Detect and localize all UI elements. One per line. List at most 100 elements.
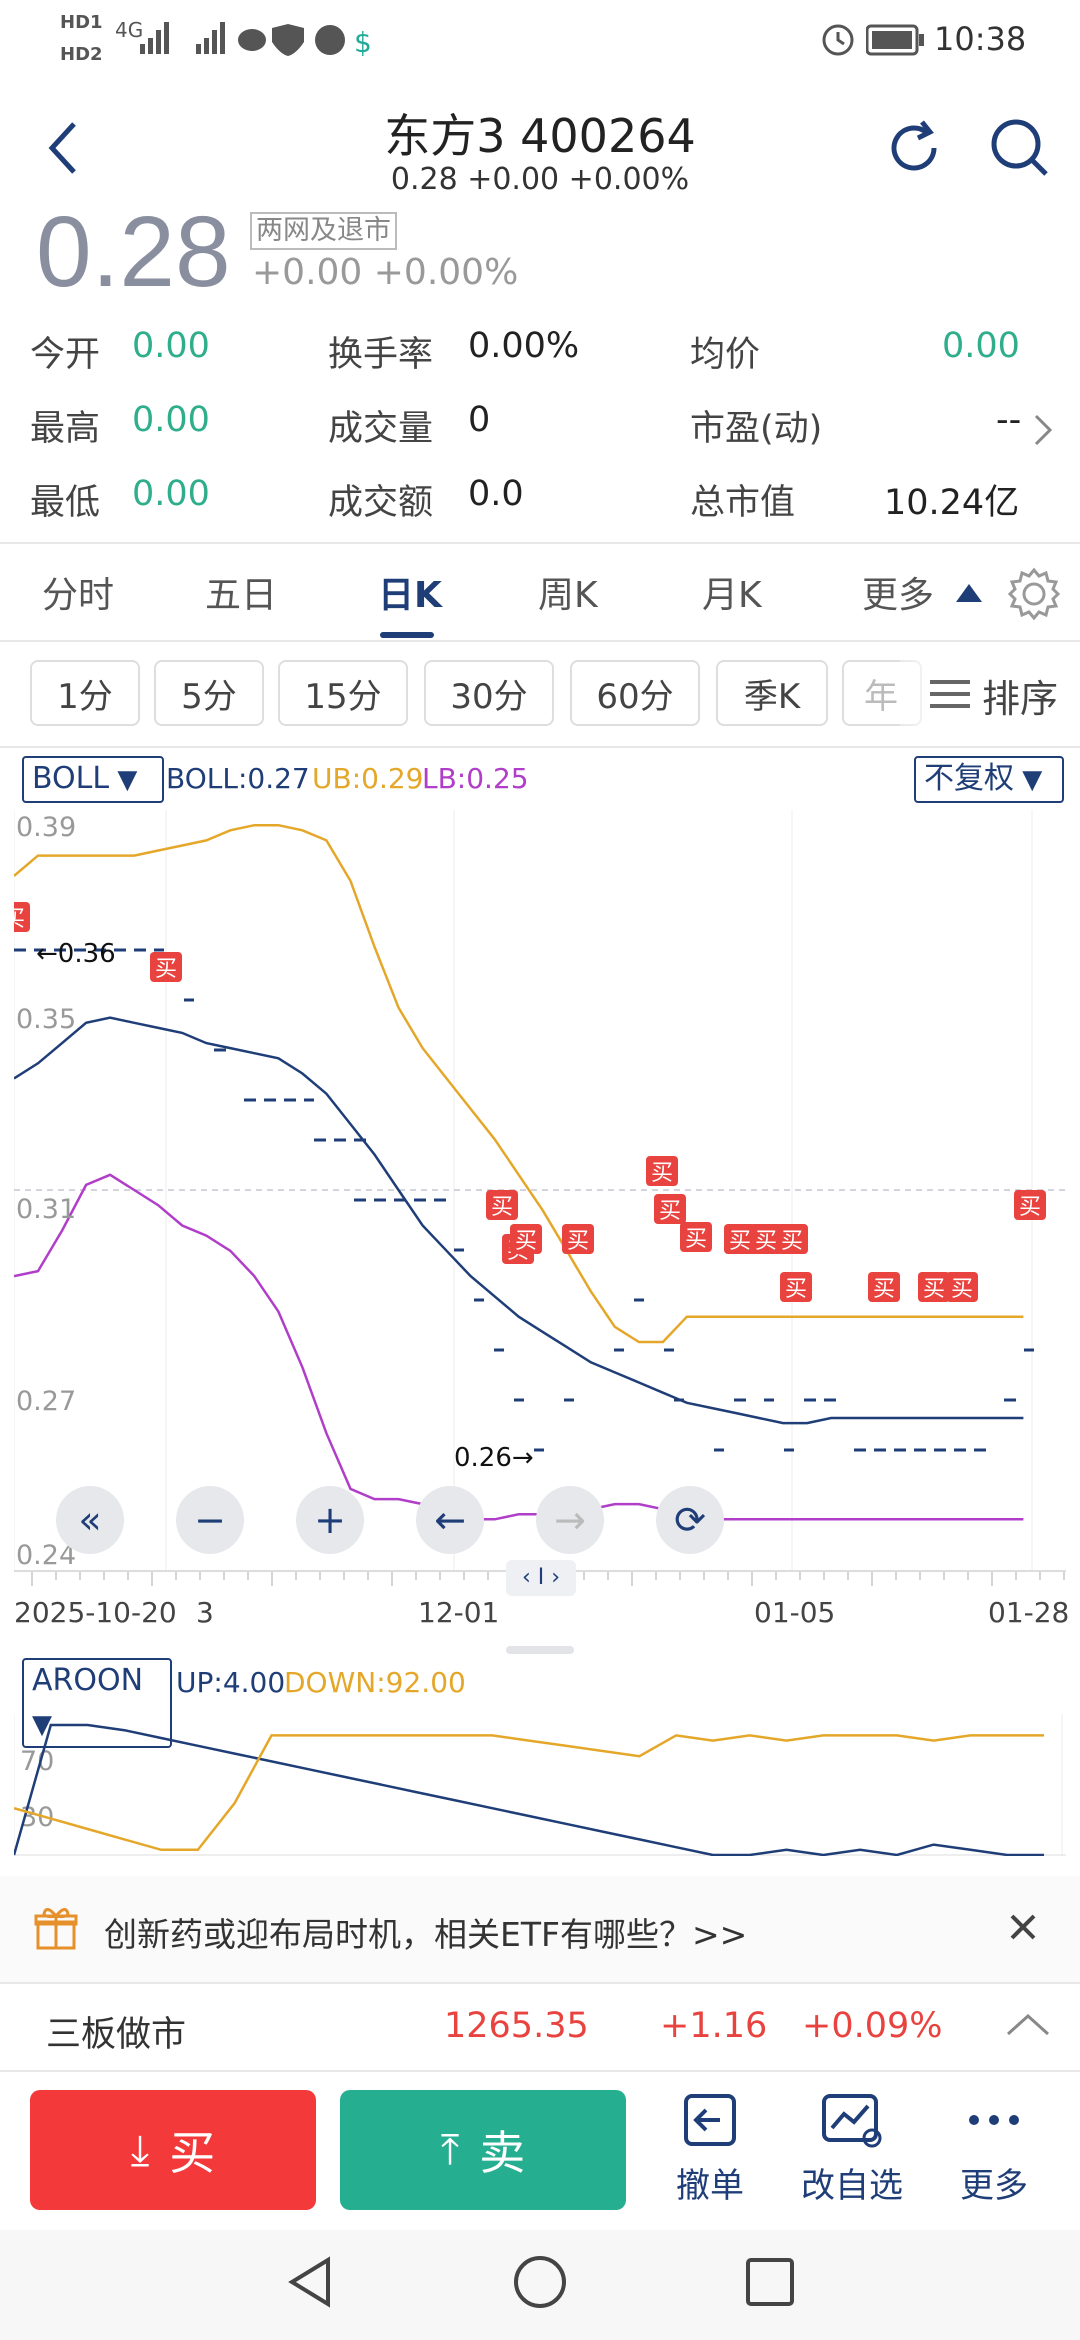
edit-watchlist-button[interactable]: 改自选: [792, 2090, 912, 2207]
buy-marker[interactable]: 买: [14, 902, 30, 932]
stock-subtitle: 0.28 +0.00 +0.00%: [390, 162, 690, 197]
x-label-start: 2025-10-20: [14, 1596, 177, 1629]
scroll-start-button[interactable]: «: [56, 1486, 124, 1554]
search-icon[interactable]: [988, 116, 1052, 180]
y-label-bottom: 0.24: [16, 1540, 77, 1571]
adjust-label: 不复权: [924, 761, 1014, 796]
sell-arrow-icon: ⤒: [440, 2125, 460, 2174]
buy-marker-label: 买: [155, 957, 177, 982]
ub-value: UB:0.29: [312, 762, 424, 795]
index-bar[interactable]: 三板做市 1265.35 +1.16 +0.09%: [0, 1984, 1080, 2070]
kline-panel: BOLL ▼ BOLL:0.27 UB:0.29 LB:0.25 不复权 ▼: [14, 756, 1066, 1866]
menu-icon[interactable]: [928, 676, 972, 712]
buy-label: 买: [169, 2126, 216, 2180]
buy-marker-label: 买: [515, 1229, 537, 1254]
aroon-up-value: UP:4.00: [176, 1666, 286, 1699]
back-icon[interactable]: [44, 118, 84, 178]
stat-avg-value: 0.00: [942, 326, 1020, 366]
stat-avg-label: 均价: [690, 335, 761, 375]
nav-recents-icon[interactable]: [740, 2252, 800, 2312]
buy-marker-label: 买: [491, 1195, 513, 1220]
sell-button[interactable]: ⤒ 卖: [340, 2090, 626, 2210]
status-time: 10:38: [934, 20, 1027, 58]
cancel-order-label: 撤单: [676, 2166, 744, 2206]
refresh-icon[interactable]: [886, 118, 946, 178]
market-tag: 两网及退市: [250, 212, 397, 250]
panel-resize-handle[interactable]: [506, 1646, 574, 1654]
sort-label[interactable]: 排序: [982, 677, 1059, 721]
nav-home-icon[interactable]: [510, 2252, 570, 2312]
buy-marker[interactable]: 买: [486, 1190, 518, 1220]
buy-marker-label: 买: [567, 1229, 589, 1254]
period-15min[interactable]: 15分: [278, 660, 408, 726]
chevron-right-icon[interactable]: [1032, 412, 1056, 448]
tab-monthly-k[interactable]: 月K: [702, 575, 762, 616]
tab-weekly-k[interactable]: 周K: [538, 575, 598, 616]
buy-marker[interactable]: 买: [724, 1224, 756, 1254]
stat-high-label: 最高: [30, 409, 101, 449]
promo-banner[interactable]: 创新药或迎布局时机，相关ETF有哪些？>>: [0, 1876, 1080, 1982]
nav-back-icon[interactable]: [280, 2252, 340, 2312]
divider: [0, 542, 1080, 544]
zoom-in-button[interactable]: +: [296, 1486, 364, 1554]
stat-amount-label: 成交额: [328, 483, 434, 523]
buy-marker-label: 买: [14, 907, 25, 932]
price-change: +0.00 +0.00%: [252, 252, 519, 293]
indicator-selector-boll[interactable]: BOLL ▼: [22, 756, 164, 803]
buy-marker[interactable]: 买: [510, 1224, 542, 1254]
stat-turnover-value: 0.00%: [468, 326, 580, 366]
buy-marker[interactable]: 买: [646, 1156, 678, 1186]
tab-five-day[interactable]: 五日: [205, 575, 278, 616]
tab-more[interactable]: 更多: [862, 575, 935, 616]
pan-handle[interactable]: ‹ I ›: [506, 1560, 576, 1596]
indicator-selector-aroon[interactable]: AROON ▼: [22, 1658, 172, 1748]
adjust-selector[interactable]: 不复权 ▼: [914, 756, 1064, 803]
buy-marker[interactable]: 买: [750, 1224, 782, 1254]
stat-amount-value: 0.0: [468, 474, 524, 514]
period-1min[interactable]: 1分: [30, 660, 140, 726]
x-label-2: 3: [196, 1596, 214, 1629]
period-quarter-k[interactable]: 季K: [716, 660, 828, 726]
period-60min[interactable]: 60分: [570, 660, 700, 726]
chevron-up-icon[interactable]: [1004, 2010, 1052, 2040]
zoom-out-button[interactable]: −: [176, 1486, 244, 1554]
rotate-screen-button[interactable]: ⟳: [656, 1486, 724, 1554]
index-value: 1265.35: [444, 2006, 589, 2046]
buy-marker[interactable]: 买: [868, 1272, 900, 1302]
buy-marker-label: 买: [1019, 1195, 1041, 1220]
stat-pe-value: --: [996, 400, 1022, 440]
buy-marker-label: 买: [729, 1229, 751, 1254]
more-actions-button[interactable]: 更多: [944, 2090, 1044, 2207]
buy-marker[interactable]: 买: [1014, 1190, 1046, 1220]
buy-marker[interactable]: 买: [150, 952, 182, 982]
scroll-right-button[interactable]: →: [536, 1486, 604, 1554]
quote-stats: 今开 0.00 换手率 0.00% 均价 0.00 最高 0.00 成交量 0 …: [0, 320, 1080, 540]
triangle-up-icon[interactable]: [954, 580, 984, 606]
wechat-icon: [238, 29, 266, 51]
aroon-chart: [14, 1714, 1066, 1856]
scroll-left-button[interactable]: ←: [416, 1486, 484, 1554]
gear-icon[interactable]: [1006, 566, 1062, 622]
sell-label: 卖: [479, 2126, 526, 2180]
alarm-icon: [822, 24, 854, 56]
buy-marker[interactable]: 买: [654, 1194, 686, 1224]
battery-icon: [866, 24, 924, 56]
tab-intraday[interactable]: 分时: [42, 575, 115, 616]
buy-marker[interactable]: 买: [946, 1272, 978, 1302]
index-name: 三板做市: [46, 2015, 187, 2055]
stat-volume-label: 成交量: [328, 409, 434, 449]
buy-marker[interactable]: 买: [780, 1272, 812, 1302]
tab-daily-k[interactable]: 日K: [378, 575, 442, 616]
stat-pe-label: 市盈(动): [690, 409, 823, 449]
buy-marker[interactable]: 买: [680, 1222, 712, 1252]
low-annotation: 0.26→: [454, 1443, 534, 1473]
cancel-order-button[interactable]: 撤单: [660, 2090, 760, 2207]
buy-button[interactable]: ⤓ 买: [30, 2090, 316, 2210]
period-5min[interactable]: 5分: [154, 660, 264, 726]
hd1-indicator: HD1: [60, 12, 103, 33]
buy-marker[interactable]: 买: [562, 1224, 594, 1254]
close-icon[interactable]: [1008, 1912, 1038, 1942]
period-30min[interactable]: 30分: [424, 660, 554, 726]
buy-marker[interactable]: 买: [776, 1224, 808, 1254]
buy-marker[interactable]: 买: [918, 1272, 950, 1302]
